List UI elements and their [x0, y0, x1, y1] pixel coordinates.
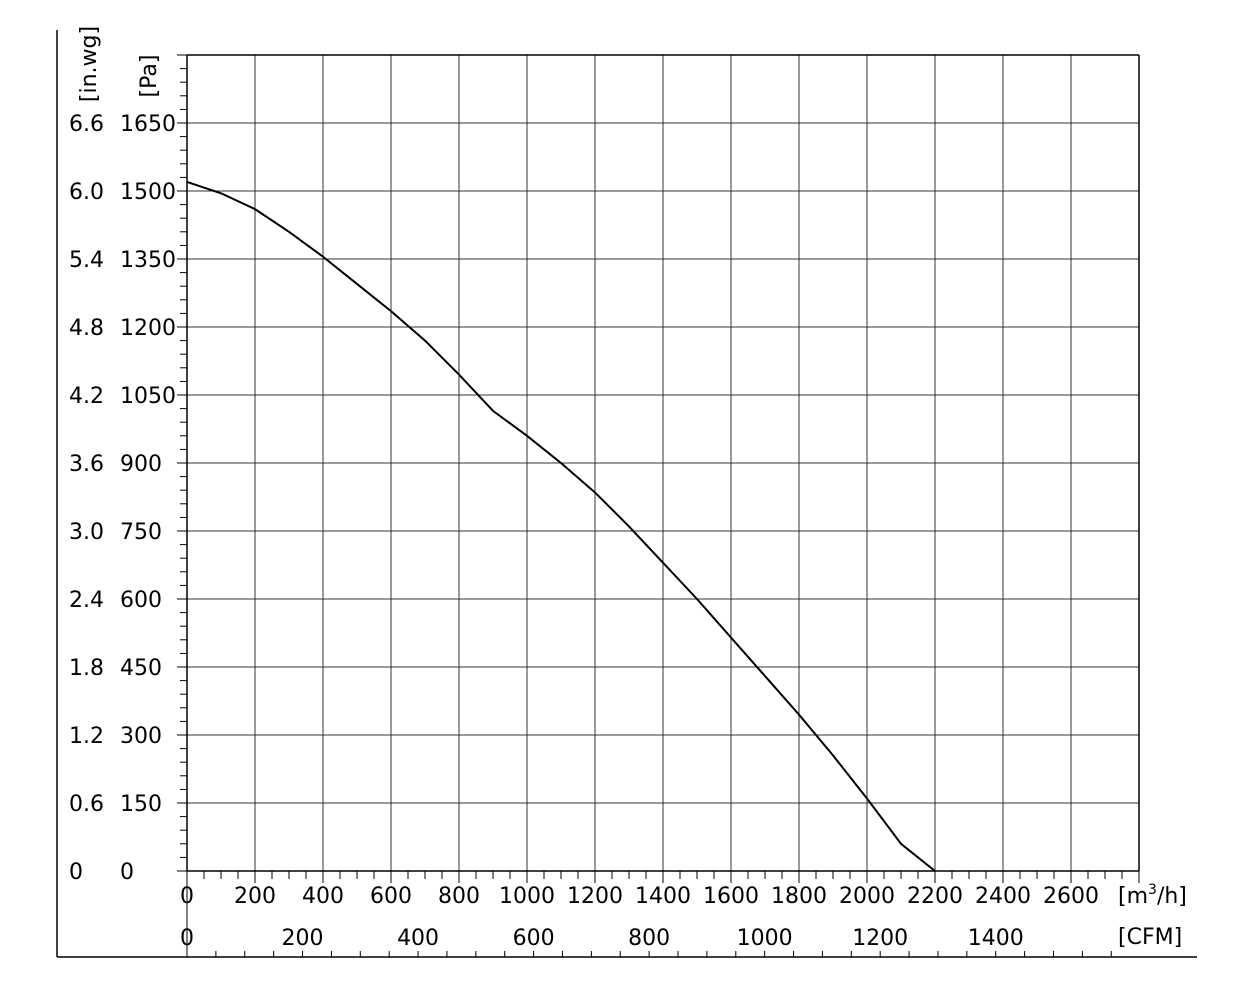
- cfm-tick-label: 800: [628, 926, 670, 951]
- y-tick-label-pa: 750: [120, 520, 162, 545]
- cfm-tick-label: 1200: [852, 926, 908, 951]
- x-tick-label: 2400: [975, 884, 1031, 909]
- y-tick-label-pa: 1650: [120, 112, 176, 137]
- grid: [187, 55, 1139, 871]
- y-tick-label-inwg: 3.6: [69, 452, 104, 477]
- y-tick-label-inwg: 0.6: [69, 792, 104, 817]
- x-unit-cfm: [CFM]: [1118, 925, 1182, 950]
- y-tick-label-inwg: 3.0: [69, 520, 104, 545]
- y-tick-label-inwg: 1.8: [69, 656, 104, 681]
- y-tick-label-inwg: 6.0: [69, 180, 104, 205]
- curve-layer: [186, 180, 936, 872]
- y-unit-pa: [Pa]: [137, 55, 162, 98]
- axes-frame: [56, 30, 1197, 958]
- y-tick-label-pa: 300: [120, 724, 162, 749]
- cfm-tick-label: 600: [513, 926, 555, 951]
- x-tick-label: 1200: [567, 884, 623, 909]
- cfm-tick-label: 0: [180, 926, 194, 951]
- y-tick-label-pa: 1500: [120, 180, 176, 205]
- x-tick-label: 2200: [907, 884, 963, 909]
- minor-ticks: [177, 54, 1140, 957]
- cfm-tick-label: 400: [397, 926, 439, 951]
- y-tick-label-inwg: 6.6: [69, 112, 104, 137]
- x-tick-label: 2000: [839, 884, 895, 909]
- y-tick-label-pa: 1050: [120, 384, 176, 409]
- x-tick-label: 1000: [499, 884, 555, 909]
- tick-labels: 0 150 300 450 600 750 900 1050 1200 1350 1500 1650 0…: [69, 112, 1187, 951]
- y-tick-label-inwg: 4.2: [69, 384, 104, 409]
- y-tick-label-pa: 900: [120, 452, 162, 477]
- y-tick-label-inwg: 5.4: [69, 248, 104, 273]
- y-tick-label-pa: 1350: [120, 248, 176, 273]
- x-tick-label: 800: [438, 884, 480, 909]
- x-tick-label: 200: [234, 884, 276, 909]
- x-tick-label: 600: [370, 884, 412, 909]
- x-tick-label: 1800: [771, 884, 827, 909]
- cfm-tick-label: 200: [282, 926, 324, 951]
- x-unit-m3h: [m3/h]: [1118, 882, 1187, 909]
- x-tick-label: 400: [302, 884, 344, 909]
- y-tick-label-pa: 600: [120, 588, 162, 613]
- y-tick-label-pa: 150: [120, 792, 162, 817]
- y-tick-label-pa: 450: [120, 656, 162, 681]
- cfm-tick-label: 1000: [737, 926, 793, 951]
- y-tick-label-pa: 0: [120, 860, 134, 885]
- y-tick-label-inwg: 1.2: [69, 724, 104, 749]
- y-tick-label-inwg: 4.8: [69, 316, 104, 341]
- y-tick-label-inwg: 0: [69, 860, 83, 885]
- x-tick-label: 1400: [635, 884, 691, 909]
- performance-curve: [186, 180, 936, 872]
- x-tick-label: 1600: [703, 884, 759, 909]
- y-tick-label-pa: 1200: [120, 316, 176, 341]
- y-unit-inwg: [in.wg]: [77, 26, 102, 102]
- x-tick-label: 2600: [1043, 884, 1099, 909]
- y-tick-label-inwg: 2.4: [69, 588, 104, 613]
- x-tick-label: 0: [180, 884, 194, 909]
- cfm-tick-label: 1400: [968, 926, 1024, 951]
